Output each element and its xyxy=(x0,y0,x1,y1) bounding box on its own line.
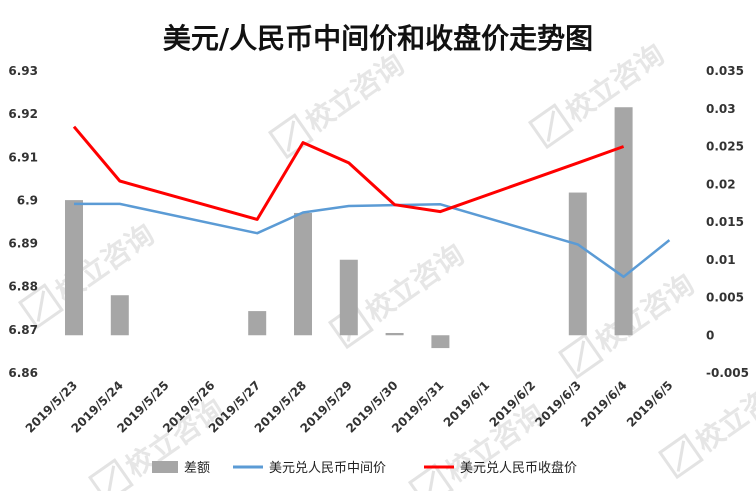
legend-label: 差额 xyxy=(184,461,210,476)
watermark-logo: 校立咨询 xyxy=(87,393,230,491)
diff-bar xyxy=(110,295,129,336)
watermark-text: 校立咨询 xyxy=(360,238,471,329)
watermark-mark xyxy=(106,465,116,491)
left-y-tick-label: 6.93 xyxy=(8,64,38,78)
watermark-mark xyxy=(527,103,574,150)
watermark-mark xyxy=(286,120,296,152)
watermark-mark xyxy=(557,333,604,380)
watermark-text: 校立咨询 xyxy=(590,268,701,359)
watermark-mark xyxy=(36,290,46,322)
x-tick-label: 2019/6/5 xyxy=(624,378,676,430)
watermark-mark xyxy=(676,440,686,472)
left-y-tick-label: 6.87 xyxy=(8,323,38,337)
diff-bar xyxy=(614,107,633,336)
watermark-logo: 校立咨询 xyxy=(407,398,550,491)
diff-bar xyxy=(339,259,358,336)
watermark-text: 校立咨询 xyxy=(690,368,756,459)
watermark-mark xyxy=(546,110,556,142)
right-y-tick-label: 0.01 xyxy=(706,253,736,267)
watermark-logo: 校立咨询 xyxy=(267,48,411,160)
left-y-tick-label: 6.86 xyxy=(8,366,38,380)
bar-series xyxy=(65,107,633,349)
legend-label: 美元兑人民币收盘价 xyxy=(460,460,577,476)
right-y-tick-label: -0.005 xyxy=(706,366,749,380)
right-y-tick-label: 0.005 xyxy=(706,291,744,305)
watermark-mark xyxy=(576,340,586,372)
watermark-mark xyxy=(87,458,134,491)
watermark-mark xyxy=(17,283,64,330)
left-y-tick-label: 6.89 xyxy=(8,237,38,251)
left-y-tick-label: 6.92 xyxy=(8,107,38,121)
watermark-mark xyxy=(426,470,436,491)
diff-bar xyxy=(248,311,267,336)
right-y-axis: -0.005 0 0.005 0.01 0.015 0.02 0.025 0.03 0.035 xyxy=(706,64,749,380)
diff-bar xyxy=(568,192,587,336)
watermark-mark xyxy=(407,463,454,491)
x-tick-label: 2019/6/4 xyxy=(578,378,630,430)
x-tick-label: 2019/6/3 xyxy=(532,378,584,430)
mid-price-line xyxy=(74,202,671,279)
right-y-tick-label: 0.015 xyxy=(706,215,744,229)
right-y-tick-label: 0.035 xyxy=(706,64,744,78)
right-y-tick-label: 0.02 xyxy=(706,177,736,191)
diff-bar xyxy=(431,335,450,349)
right-y-tick-label: 0.025 xyxy=(706,140,744,154)
diff-bar xyxy=(385,332,404,336)
legend-label: 美元兑人民币中间价 xyxy=(269,461,386,476)
watermark-text: 校立咨询 xyxy=(300,48,411,139)
watermark-logo: 校立咨询 xyxy=(657,368,756,480)
watermark-logo: 校立咨询 xyxy=(17,218,160,330)
x-tick-label: 2019/6/1 xyxy=(441,378,493,430)
left-y-axis: 6.86 6.87 6.88 6.89 6.9 6.91 6.92 6.93 xyxy=(8,64,38,380)
x-axis: 2019/5/232019/5/242019/5/252019/5/262019… xyxy=(23,378,676,435)
chart-title: 美元/人民币中间价和收盘价走势图 xyxy=(163,22,593,55)
close-price-line xyxy=(72,125,625,221)
legend-swatch-bar xyxy=(152,461,178,473)
right-y-tick-label: 0.03 xyxy=(706,102,736,116)
diff-bar xyxy=(294,212,312,336)
right-y-tick-label: 0 xyxy=(706,328,714,342)
left-y-tick-label: 6.91 xyxy=(8,150,38,164)
line-series xyxy=(72,125,671,279)
left-y-tick-label: 6.88 xyxy=(8,280,38,294)
legend: 差额 美元兑人民币中间价 美元兑人民币收盘价 xyxy=(152,460,577,476)
left-y-tick-label: 6.9 xyxy=(17,193,38,207)
watermark-mark xyxy=(657,433,704,480)
diff-bar xyxy=(65,200,83,336)
